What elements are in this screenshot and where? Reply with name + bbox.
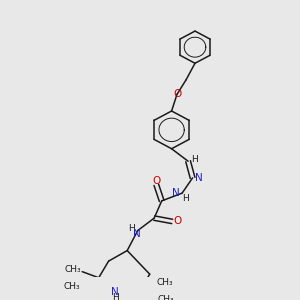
Text: CH₃: CH₃: [64, 282, 81, 291]
Text: N: N: [195, 173, 203, 183]
Text: CH₃: CH₃: [158, 295, 175, 300]
Text: O: O: [152, 176, 160, 186]
Text: O: O: [173, 216, 182, 226]
Text: H: H: [191, 155, 198, 164]
Text: H: H: [182, 194, 188, 202]
Text: N: N: [133, 229, 141, 239]
Text: CH₃: CH₃: [65, 265, 82, 274]
Text: N: N: [172, 188, 179, 198]
Text: N: N: [111, 287, 119, 297]
Text: O: O: [173, 89, 181, 99]
Text: CH₃: CH₃: [157, 278, 174, 287]
Text: H: H: [112, 293, 119, 300]
Text: H: H: [128, 224, 135, 233]
